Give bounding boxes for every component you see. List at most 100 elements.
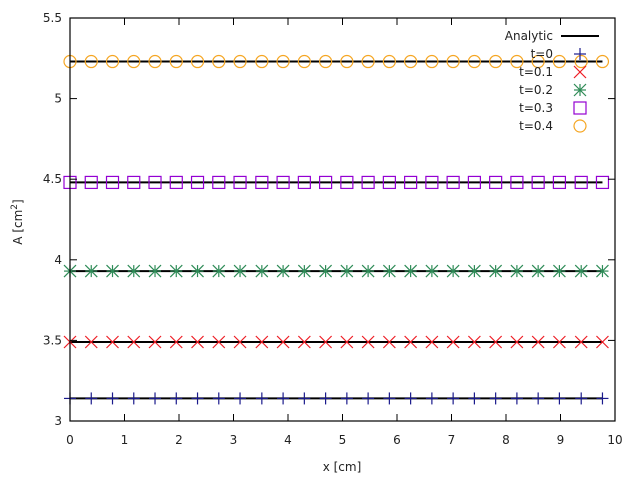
marker-square-icon bbox=[531, 175, 545, 190]
marker-cross-icon bbox=[255, 335, 269, 349]
marker-square-icon bbox=[552, 175, 567, 190]
legend-cross-icon bbox=[573, 65, 587, 79]
marker-cross-icon bbox=[467, 335, 481, 349]
marker-circle-icon bbox=[404, 54, 418, 69]
marker-circle-icon bbox=[233, 54, 247, 69]
x-axis-ticks: 0 1 2 3 4 5 6 7 8 9 10 bbox=[66, 18, 623, 447]
marker-plus-icon bbox=[191, 392, 204, 405]
marker-circle-icon bbox=[127, 54, 141, 69]
marker-cross-icon bbox=[84, 335, 98, 349]
marker-cross-icon bbox=[169, 335, 183, 349]
marker-plus-icon bbox=[298, 392, 311, 405]
x-tick-label: 6 bbox=[393, 433, 401, 447]
legend-label: t=0.1 bbox=[519, 65, 553, 79]
marker-cross-icon bbox=[404, 335, 418, 349]
marker-square-icon bbox=[489, 175, 503, 190]
marker-plus-icon bbox=[319, 392, 332, 405]
marker-square-icon bbox=[404, 175, 418, 190]
marker-circle-icon bbox=[169, 54, 183, 69]
marker-star-icon bbox=[552, 264, 566, 278]
marker-square-icon bbox=[467, 175, 481, 190]
marker-star-icon bbox=[361, 264, 375, 278]
y-tick-label: 4 bbox=[54, 253, 62, 267]
marker-plus-icon bbox=[85, 392, 98, 405]
marker-circle-icon bbox=[255, 54, 269, 69]
marker-circle-icon bbox=[276, 54, 290, 69]
marker-circle-icon bbox=[531, 54, 545, 69]
y-axis-label: A [cm2] bbox=[10, 199, 25, 244]
marker-circle-icon bbox=[361, 54, 375, 69]
marker-plus-icon bbox=[447, 392, 460, 405]
marker-star-icon bbox=[297, 264, 311, 278]
marker-square-icon bbox=[319, 175, 333, 190]
marker-star-icon bbox=[574, 264, 588, 278]
marker-cross-icon bbox=[510, 335, 524, 349]
marker-cross-icon bbox=[425, 335, 439, 349]
marker-cross-icon bbox=[552, 335, 566, 349]
x-tick-label: 8 bbox=[502, 433, 510, 447]
marker-cross-icon bbox=[212, 335, 226, 349]
marker-cross-icon bbox=[574, 335, 588, 349]
marker-cross-icon bbox=[531, 335, 545, 349]
marker-square-icon bbox=[297, 175, 311, 190]
legend-label-analytic: Analytic bbox=[505, 29, 553, 43]
marker-star-icon bbox=[382, 264, 396, 278]
marker-square-icon bbox=[127, 175, 141, 190]
marker-plus-icon bbox=[532, 392, 545, 405]
marker-star-icon bbox=[467, 264, 481, 278]
marker-plus-icon bbox=[553, 392, 566, 405]
legend-label: t=0 bbox=[531, 47, 553, 61]
legend-plus-icon bbox=[574, 48, 586, 60]
legend-circle-icon bbox=[573, 119, 587, 133]
marker-star-icon bbox=[510, 264, 524, 278]
marker-cross-icon bbox=[148, 335, 162, 349]
marker-cross-icon bbox=[127, 335, 141, 349]
marker-plus-icon bbox=[510, 392, 523, 405]
marker-star-icon bbox=[446, 264, 460, 278]
marker-star-icon bbox=[212, 264, 226, 278]
marker-plus-icon bbox=[425, 392, 438, 405]
marker-cross-icon bbox=[361, 335, 375, 349]
marker-circle-icon bbox=[212, 54, 226, 69]
marker-plus-icon bbox=[362, 392, 375, 405]
marker-circle-icon bbox=[319, 54, 333, 69]
marker-square-icon bbox=[446, 175, 460, 190]
marker-square-icon bbox=[595, 175, 610, 190]
marker-cross-icon bbox=[596, 335, 609, 349]
marker-star-icon bbox=[233, 264, 247, 278]
legend-label: t=0.4 bbox=[519, 119, 553, 133]
marker-circle-icon bbox=[105, 54, 120, 69]
marker-square-icon bbox=[574, 175, 588, 190]
marker-plus-icon bbox=[234, 392, 247, 405]
marker-star-icon bbox=[106, 264, 119, 278]
marker-circle-icon bbox=[382, 54, 396, 69]
marker-circle-icon bbox=[297, 54, 311, 69]
marker-circle-icon bbox=[425, 54, 439, 69]
marker-square-icon bbox=[340, 175, 354, 190]
marker-plus-icon bbox=[340, 392, 353, 405]
marker-square-icon bbox=[84, 175, 98, 190]
marker-square-icon bbox=[233, 175, 247, 190]
y-axis-ticks: 3 3.5 4 4.5 5 5.5 bbox=[43, 11, 615, 428]
data-markers bbox=[63, 54, 610, 405]
marker-star-icon bbox=[319, 264, 333, 278]
marker-square-icon bbox=[190, 175, 205, 190]
marker-circle-icon bbox=[84, 54, 98, 69]
x-tick-label: 2 bbox=[175, 433, 183, 447]
marker-circle-icon bbox=[190, 54, 205, 69]
marker-star-icon bbox=[255, 264, 269, 278]
y-tick-label: 4.5 bbox=[43, 172, 62, 186]
marker-star-icon bbox=[276, 264, 290, 278]
marker-circle-icon bbox=[446, 54, 460, 69]
x-tick-label: 1 bbox=[121, 433, 129, 447]
marker-cross-icon bbox=[106, 335, 119, 349]
x-tick-label: 5 bbox=[339, 433, 347, 447]
marker-plus-icon bbox=[575, 392, 588, 405]
marker-plus-icon bbox=[468, 392, 481, 405]
marker-plus-icon bbox=[149, 392, 162, 405]
x-tick-label: 0 bbox=[66, 433, 74, 447]
legend-label: t=0.3 bbox=[519, 101, 553, 115]
marker-square-icon bbox=[510, 175, 524, 190]
marker-star-icon bbox=[531, 264, 545, 278]
marker-cross-icon bbox=[489, 335, 503, 349]
